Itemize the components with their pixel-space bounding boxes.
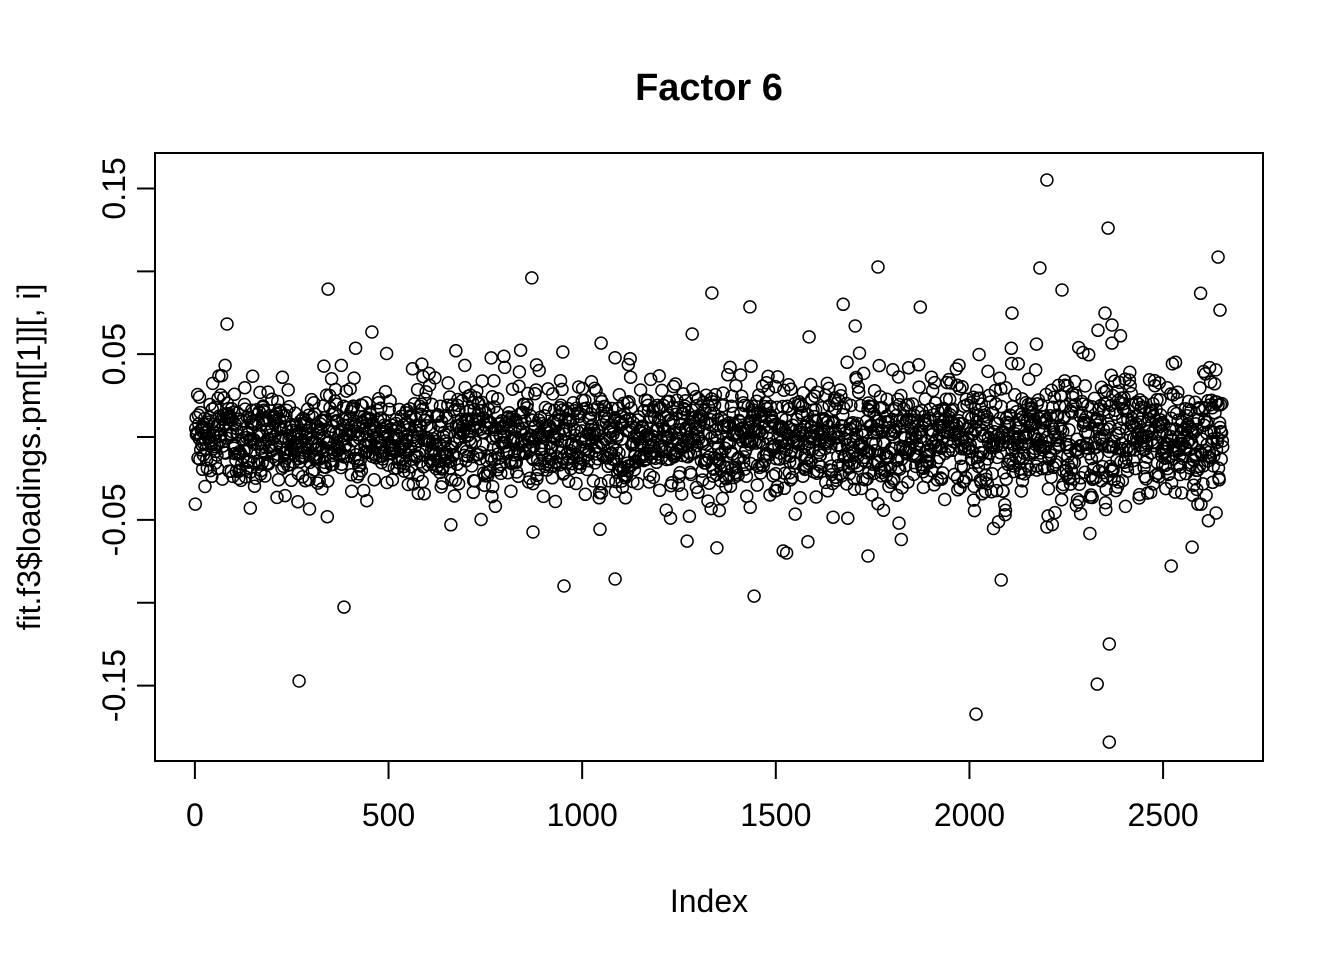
y-axis-ticks: -0.15 -0.05 0.05 0.15 <box>96 157 155 722</box>
x-tick-label: 1000 <box>547 797 618 833</box>
y-tick-label: 0.15 <box>96 157 132 219</box>
y-axis-label: fit.f3$loadings.pm[[1]][, i] <box>11 284 47 631</box>
plot-box <box>154 152 1264 762</box>
x-tick-label: 0 <box>186 797 204 833</box>
outlier-points <box>220 173 1227 749</box>
y-tick-label: 0.05 <box>96 323 132 385</box>
x-tick-label: 2500 <box>1127 797 1198 833</box>
scatter-points <box>188 283 1230 555</box>
x-axis-label: Index <box>670 883 748 919</box>
x-tick-label: 2000 <box>934 797 1005 833</box>
plot-title: Factor 6 <box>635 67 783 109</box>
x-tick-label: 500 <box>362 797 415 833</box>
x-axis-ticks: 0 500 1000 1500 2000 2500 <box>186 761 1199 833</box>
y-tick-label: -0.15 <box>96 649 132 722</box>
y-tick-label: -0.05 <box>96 483 132 556</box>
x-tick-label: 1500 <box>740 797 811 833</box>
